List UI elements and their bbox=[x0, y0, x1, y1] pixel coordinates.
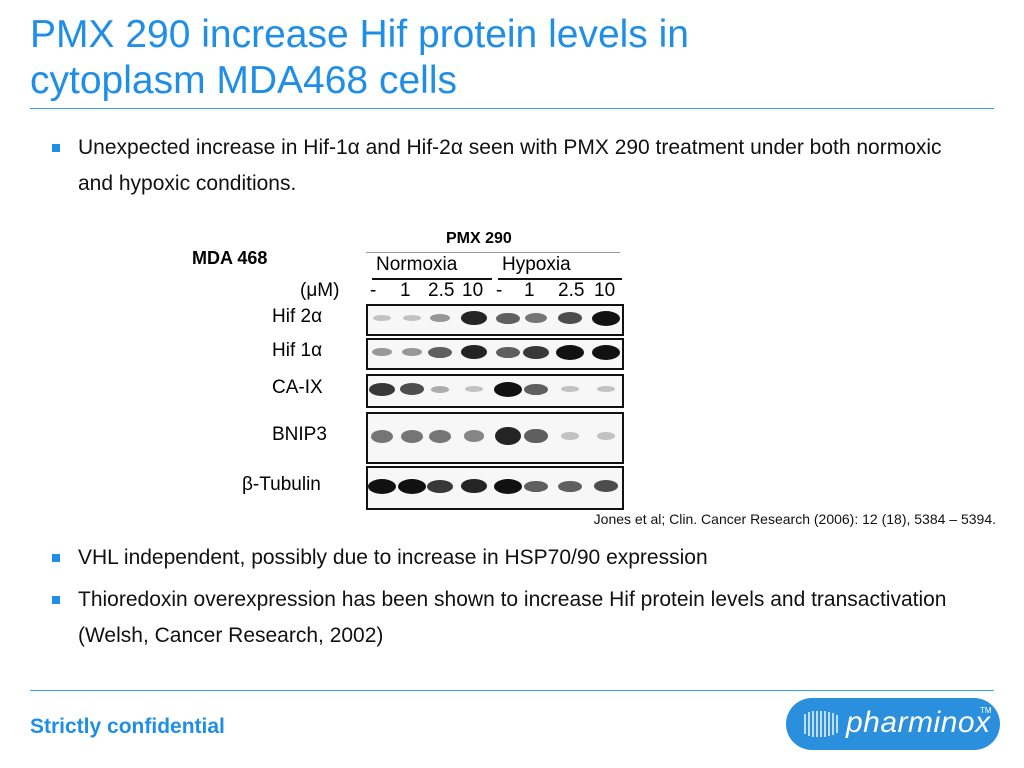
blot-band bbox=[558, 480, 582, 492]
western-blot-figure: MDA 468 PMX 290 Normoxia Hypoxia (μM) -1… bbox=[180, 226, 640, 516]
bullet-text: VHL independent, possibly due to increas… bbox=[78, 546, 708, 569]
blot-band bbox=[597, 386, 615, 392]
blot-strip bbox=[366, 412, 624, 464]
hypoxia-label: Hypoxia bbox=[502, 254, 571, 275]
title-line-2: cytoplasm MDA468 cells bbox=[30, 59, 457, 102]
dose-label: - bbox=[496, 280, 503, 301]
unit-label: (μM) bbox=[300, 280, 340, 301]
dose-label: 2.5 bbox=[558, 280, 585, 301]
blot-band bbox=[430, 314, 450, 322]
bullet-square-icon bbox=[52, 144, 60, 152]
cell-line-label: MDA 468 bbox=[192, 248, 268, 268]
title-divider bbox=[30, 108, 994, 109]
bullet-item: Thioredoxin overexpression has been show… bbox=[52, 582, 982, 654]
blot-band bbox=[557, 312, 583, 324]
blot-band bbox=[429, 429, 451, 443]
blot-band bbox=[524, 480, 548, 492]
blot-row-label: Hif 1α bbox=[272, 340, 323, 361]
bullet-item: VHL independent, possibly due to increas… bbox=[52, 540, 982, 576]
blot-band bbox=[401, 429, 423, 443]
blot-band bbox=[463, 430, 485, 442]
blot-band bbox=[372, 348, 392, 356]
dose-label: 1 bbox=[400, 280, 411, 301]
blot-band bbox=[523, 345, 549, 359]
blot-band bbox=[403, 315, 421, 321]
bullet-item: Unexpected increase in Hif-1α and Hif-2α… bbox=[52, 130, 982, 202]
normoxia-bracket bbox=[372, 278, 492, 280]
blot-band bbox=[494, 478, 522, 494]
blot-strip bbox=[366, 374, 624, 408]
blot-row-label: Hif 2α bbox=[272, 306, 323, 327]
blot-band bbox=[561, 432, 579, 440]
bullet-text: Unexpected increase in Hif-1α and Hif-2α… bbox=[78, 136, 942, 195]
treatment-label: PMX 290 bbox=[446, 230, 512, 247]
treatment-underline bbox=[366, 252, 620, 253]
blot-band bbox=[428, 346, 452, 358]
logo-trademark: TM bbox=[980, 706, 992, 715]
blot-row-label: CA-IX bbox=[272, 377, 323, 398]
blot-band bbox=[369, 382, 395, 396]
blot-band bbox=[592, 344, 620, 360]
footer-divider bbox=[30, 690, 994, 691]
normoxia-label: Normoxia bbox=[376, 254, 458, 275]
blot-band bbox=[556, 344, 584, 360]
blot-row-label: β-Tubulin bbox=[242, 474, 321, 495]
blot-band bbox=[597, 432, 615, 440]
blot-band bbox=[373, 315, 391, 321]
blot-strip bbox=[366, 304, 624, 336]
blot-band bbox=[494, 381, 522, 397]
dose-label: 1 bbox=[524, 280, 535, 301]
dose-label: 10 bbox=[462, 280, 484, 301]
blot-band bbox=[430, 385, 450, 393]
blot-band bbox=[465, 386, 483, 392]
blot-band bbox=[496, 346, 520, 358]
logo-stripes-icon bbox=[804, 711, 838, 737]
bullet-square-icon bbox=[52, 596, 60, 604]
logo-wordmark: pharminox bbox=[846, 706, 991, 739]
bullet-list-top: Unexpected increase in Hif-1α and Hif-2α… bbox=[52, 130, 982, 202]
blot-band bbox=[398, 478, 426, 494]
blot-band bbox=[399, 383, 425, 395]
bullet-square-icon bbox=[52, 554, 60, 562]
blot-band bbox=[525, 313, 547, 323]
blot-band bbox=[460, 479, 488, 493]
blot-band bbox=[561, 386, 579, 392]
blot-band bbox=[524, 428, 548, 444]
dose-label: 10 bbox=[594, 280, 616, 301]
blot-band bbox=[427, 479, 453, 493]
footer-text: Strictly confidential bbox=[30, 715, 225, 738]
blot-strip bbox=[366, 338, 624, 370]
pharminox-logo: pharminox TM bbox=[786, 698, 1000, 750]
title-line-1: PMX 290 increase Hif protein levels in bbox=[30, 13, 689, 56]
blot-band bbox=[524, 383, 548, 395]
blot-row-label: BNIP3 bbox=[272, 424, 327, 445]
blot-band bbox=[368, 478, 396, 494]
slide-title: PMX 290 increase Hif protein levels in c… bbox=[30, 12, 990, 104]
blot-band bbox=[460, 311, 488, 325]
blot-band bbox=[592, 310, 620, 326]
dose-label: 2.5 bbox=[428, 280, 455, 301]
citation: Jones et al; Clin. Cancer Research (2006… bbox=[593, 511, 996, 527]
bullet-text: Thioredoxin overexpression has been show… bbox=[78, 588, 947, 647]
hypoxia-bracket bbox=[498, 278, 622, 280]
blot-band bbox=[371, 429, 393, 443]
blot-band bbox=[494, 426, 522, 446]
dose-label: - bbox=[370, 280, 377, 301]
blot-band bbox=[496, 312, 520, 324]
blot-band bbox=[593, 480, 619, 492]
bullet-list-bottom: VHL independent, possibly due to increas… bbox=[52, 540, 982, 654]
blot-band bbox=[402, 348, 422, 356]
blot-strip bbox=[366, 466, 624, 510]
blot-band bbox=[460, 345, 488, 359]
